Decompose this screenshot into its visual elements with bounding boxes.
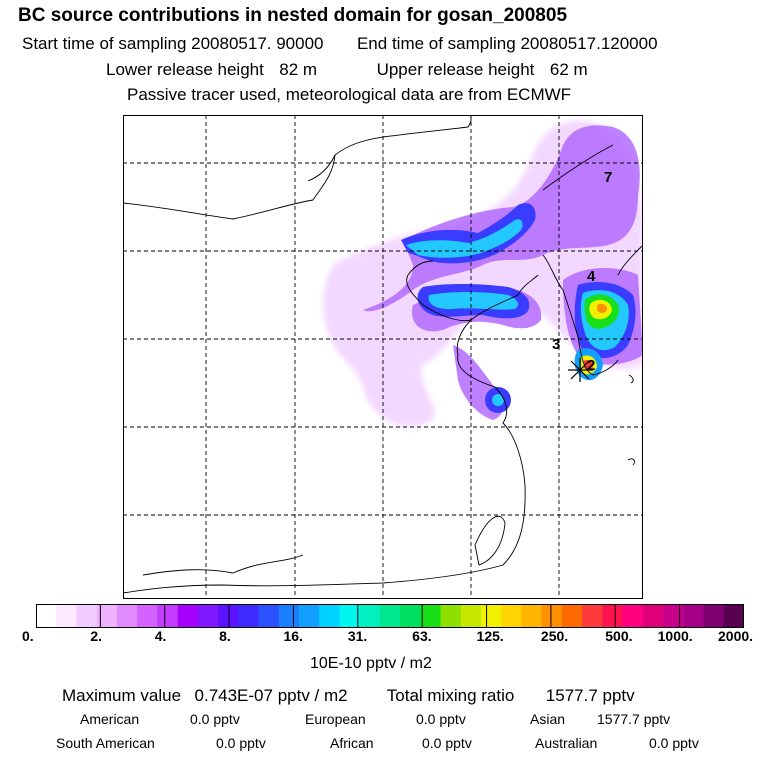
contrib-american-value: 0.0 pptv — [190, 711, 240, 727]
colorbar-cell — [157, 604, 179, 628]
contrib-european-value: 0.0 pptv — [416, 711, 466, 727]
colorbar-cell — [197, 604, 219, 628]
colorbar-tick-label: 16. — [283, 628, 303, 644]
colorbar-tick-label: 2000. — [718, 628, 754, 644]
colorbar-tick-label: 1000. — [657, 628, 693, 644]
colorbar-cell — [481, 604, 502, 628]
end-label: End time of sampling — [356, 34, 516, 53]
colorbar-cell — [339, 604, 361, 628]
map-label-4: 4 — [587, 268, 596, 285]
contrib-australian-value: 0.0 pptv — [649, 735, 699, 751]
colorbar-cell — [723, 604, 744, 628]
colorbar-tick-label: 125. — [476, 628, 504, 644]
map-title: BC source contributions in nested domain… — [18, 5, 568, 26]
colorbar-cell — [116, 604, 138, 628]
end-value: 20080517.120000 — [520, 34, 658, 53]
sampling-times: Start time of sampling 20080517. 90000 E… — [22, 34, 658, 54]
colorbar-cell — [359, 604, 381, 628]
colorbar-cell — [642, 604, 664, 628]
colorbar-cell — [460, 604, 482, 628]
colorbar-cell — [278, 604, 300, 628]
colorbar-tick-label: 8. — [219, 628, 231, 644]
map-label-3: 3 — [552, 336, 560, 353]
colorbar-cell — [602, 604, 624, 628]
colorbar-cell — [663, 604, 684, 628]
map-panel: 7 4 3 2 — [123, 115, 643, 599]
lower-value: 82 m — [279, 60, 318, 79]
station-marker-icon — [568, 358, 593, 382]
map-frame — [123, 115, 643, 599]
contrib-south-american-value: 0.0 pptv — [216, 735, 266, 751]
colorbar-cell — [561, 604, 583, 628]
max-value: 0.743E-07 pptv / m2 — [194, 686, 348, 705]
total-label: Total mixing ratio — [386, 686, 515, 705]
colorbar-cell — [238, 604, 260, 628]
lat-lon-grid — [123, 115, 643, 599]
colorbar-cell — [420, 604, 442, 628]
contrib-south-american-label: South American — [56, 735, 155, 751]
lower-label: Lower release height — [106, 60, 264, 79]
colorbar-cell — [683, 604, 705, 628]
colorbar-cell — [56, 604, 78, 628]
colorbar — [36, 604, 744, 628]
contrib-american-label: American — [80, 711, 140, 727]
plume-layer — [323, 120, 643, 427]
contrib-european-label: European — [305, 711, 366, 727]
colorbar-cell — [703, 604, 725, 628]
max-label: Maximum value — [62, 686, 182, 705]
colorbar-cell — [400, 604, 421, 628]
contrib-australian-label: Australian — [535, 735, 598, 751]
summary-line: Maximum value 0.743E-07 pptv / m2 Total … — [62, 686, 635, 706]
colorbar-cell — [137, 604, 158, 628]
colorbar-cell — [440, 604, 462, 628]
colorbar-cell — [177, 604, 199, 628]
map-label-2: 2 — [587, 357, 595, 374]
colorbar-cell — [298, 604, 320, 628]
colorbar-cell — [76, 604, 98, 628]
colorbar-cell — [379, 604, 401, 628]
coastlines — [123, 115, 643, 594]
map-label-7: 7 — [604, 169, 612, 186]
release-heights: Lower release height 82 m Upper release … — [106, 60, 588, 80]
colorbar-cell — [319, 604, 341, 628]
upper-value: 62 m — [549, 60, 588, 79]
colorbar-tick-label: 63. — [412, 628, 432, 644]
colorbar-cell — [541, 604, 563, 628]
tracer-note: Passive tracer used, meteorological data… — [127, 85, 572, 104]
colorbar-tick-label: 31. — [347, 628, 368, 644]
colorbar-cell — [501, 604, 523, 628]
colorbar-cell — [582, 604, 603, 628]
colorbar-cell — [622, 604, 644, 628]
colorbar-cell — [36, 604, 57, 628]
contrib-african-label: African — [330, 735, 374, 751]
colorbar-cell — [521, 604, 543, 628]
colorbar-tick-label: 250. — [540, 628, 569, 644]
contrib-asian-value: 1577.7 pptv — [597, 711, 671, 727]
contrib-african-value: 0.0 pptv — [422, 735, 472, 751]
colorbar-tick-label: 0. — [22, 628, 34, 644]
colorbar-units: 10E-10 pptv / m2 — [310, 655, 432, 672]
colorbar-tick-label: 500. — [605, 628, 633, 644]
colorbar-cell — [218, 604, 239, 628]
start-label: Start time of sampling — [22, 34, 187, 53]
total-value: 1577.7 pptv — [545, 686, 635, 705]
upper-label: Upper release height — [376, 60, 535, 79]
colorbar-cell — [258, 604, 280, 628]
colorbar-cell — [96, 604, 118, 628]
contrib-asian-label: Asian — [530, 711, 566, 727]
start-value: 20080517. 90000 — [191, 34, 324, 53]
colorbar-tick-label: 2. — [90, 628, 103, 644]
colorbar-tick-label: 4. — [154, 628, 167, 644]
